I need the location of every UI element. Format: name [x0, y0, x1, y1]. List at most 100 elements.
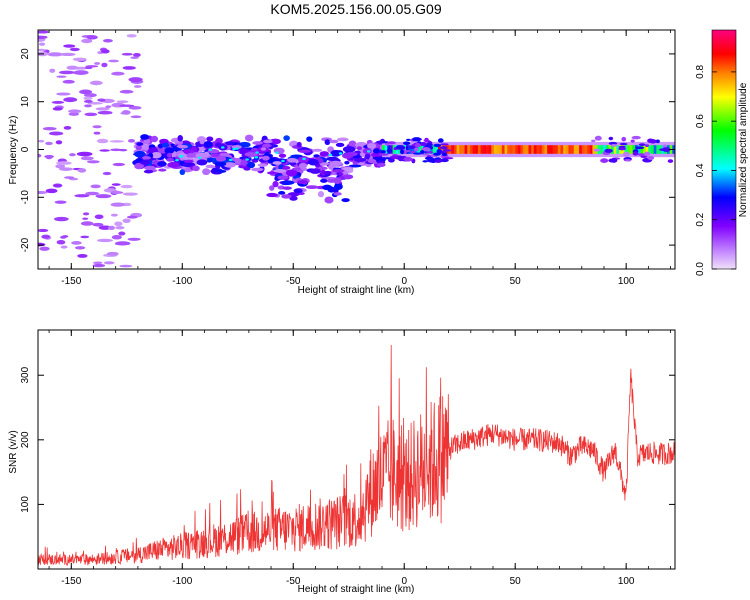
- spectrogram-blob: [72, 57, 87, 62]
- spectrogram-band-cell: [464, 145, 468, 154]
- spectrogram-blob: [305, 185, 319, 190]
- spectrogram-blob: [47, 52, 63, 57]
- spectrogram-blob: [56, 240, 66, 245]
- spectrogram-blob: [295, 177, 303, 181]
- snr-series-line: [38, 344, 675, 566]
- spectrogram-blob: [85, 191, 100, 196]
- spectrogram-band-cell: [547, 145, 551, 154]
- spectrogram-blob: [421, 153, 430, 156]
- spectrogram-blob: [63, 125, 72, 130]
- spectrogram-blob: [272, 180, 279, 188]
- spectrogram-blob: [122, 66, 136, 70]
- spectrogram-blob: [635, 146, 645, 150]
- spectrogram-band-cell: [517, 145, 521, 154]
- spectrogram-band-cell: [405, 145, 409, 154]
- spectrogram-blob: [131, 79, 141, 83]
- snr-x-tick-label: 0: [401, 576, 407, 587]
- spectrogram-y-label: Frequency (Hz): [8, 116, 19, 185]
- spectrogram-blob: [211, 153, 221, 158]
- spectrogram-band-cell: [432, 145, 436, 154]
- spectrogram-blob: [53, 216, 69, 222]
- spectrogram-blob: [111, 183, 121, 186]
- spectrogram-blob: [192, 165, 200, 172]
- snr-x-tick-label: -100: [172, 576, 192, 587]
- spectrogram-blob: [619, 142, 628, 146]
- spectrogram-blob: [414, 147, 419, 152]
- spectrogram-blob: [102, 39, 113, 43]
- spectrogram-blob: [128, 106, 142, 110]
- spectrogram-blob: [278, 153, 287, 158]
- spectrogram-blob: [130, 56, 139, 59]
- spectrogram-blob: [184, 153, 197, 158]
- spectrogram-blob: [61, 235, 69, 238]
- spectrogram-band-cell: [499, 145, 503, 154]
- spectrogram-band-cell: [469, 145, 473, 154]
- spectrogram-blob: [282, 165, 291, 170]
- spectrogram-blob: [342, 174, 354, 180]
- spectrogram-blob: [74, 194, 90, 198]
- spectrogram-band-cell: [384, 145, 388, 154]
- spectrogram-blob: [309, 168, 322, 174]
- spectrogram-blob: [591, 139, 596, 143]
- spectrogram-blob: [74, 246, 86, 250]
- spectrogram-band-cell: [480, 145, 484, 154]
- spectrogram-blob: [119, 89, 134, 94]
- spectrogram-blob: [604, 148, 613, 153]
- spectrogram-blob: [41, 234, 51, 239]
- spectrogram-blob: [338, 152, 343, 155]
- spectrogram-blob: [600, 158, 609, 163]
- spectrogram-blob: [631, 135, 641, 140]
- spectrogram-band-cell: [584, 145, 588, 154]
- spectrogram-blob: [89, 80, 103, 86]
- spectrogram-blob: [323, 170, 332, 175]
- spectrogram-blob: [139, 160, 151, 165]
- spectrogram-blob: [366, 143, 377, 149]
- spectrogram-blob: [86, 35, 98, 40]
- spectrogram-blob: [93, 261, 103, 265]
- spectrogram-blob: [38, 191, 48, 194]
- spectrogram-blob: [395, 145, 406, 150]
- spectrogram-blob: [51, 100, 65, 104]
- spectrogram-blob: [52, 107, 63, 111]
- spectrogram-blob: [406, 138, 411, 141]
- spectrogram-blob: [441, 153, 448, 157]
- spectrogram-band-cell: [539, 145, 543, 154]
- spectrogram-blob: [379, 153, 389, 156]
- spectrogram-blob: [427, 157, 436, 163]
- spectrogram-x-tick-label: -100: [172, 276, 192, 287]
- spectrogram-band-cell: [563, 145, 567, 154]
- spectrogram-blob: [420, 150, 425, 154]
- spectrogram-band-cell: [491, 145, 495, 154]
- spectrogram-band-cell: [643, 145, 646, 154]
- spectrogram-blob: [637, 153, 646, 157]
- spectrogram-blob: [96, 138, 109, 144]
- spectrogram-blob: [179, 155, 183, 159]
- spectrogram-blob: [69, 153, 76, 157]
- spectrogram-band-cell: [648, 145, 652, 154]
- spectrogram-blob: [662, 147, 671, 152]
- spectrogram-blob: [263, 139, 273, 144]
- spectrogram-blob: [126, 34, 137, 38]
- spectrogram-blob: [45, 188, 58, 194]
- spectrogram-band-cell: [461, 145, 465, 154]
- spectrogram-band-cell: [515, 145, 519, 154]
- spectrogram-blob: [60, 245, 68, 249]
- spectrogram-blob: [143, 169, 154, 174]
- spectrogram-y-tick-label: 0: [20, 146, 31, 152]
- spectrogram-blob: [102, 171, 112, 176]
- spectrogram-band-cell: [496, 145, 500, 154]
- spectrogram-blob: [433, 143, 442, 148]
- spectrogram-blob: [644, 151, 651, 156]
- spectrogram-blob: [205, 164, 216, 169]
- spectrogram-blob: [232, 147, 236, 151]
- spectrogram-blob: [594, 135, 602, 141]
- spectrogram-blob: [329, 139, 339, 144]
- spectrogram-blob: [426, 151, 434, 154]
- spectrogram-blob: [238, 141, 251, 148]
- spectrogram-blob: [344, 160, 350, 165]
- spectrogram-blob: [290, 154, 303, 158]
- spectrogram-blob: [158, 168, 167, 172]
- spectrogram-band-cell: [624, 145, 628, 154]
- spectrogram-blob: [111, 71, 125, 76]
- spectrogram-blob: [122, 218, 131, 224]
